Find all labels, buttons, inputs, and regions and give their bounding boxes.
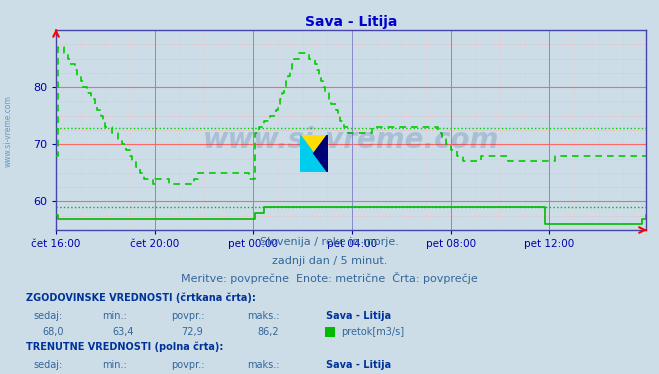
Text: Sava - Litija: Sava - Litija: [326, 311, 391, 321]
Text: min.:: min.:: [102, 311, 127, 321]
Text: povpr.:: povpr.:: [171, 311, 205, 321]
Text: maks.:: maks.:: [247, 311, 279, 321]
Text: ZGODOVINSKE VREDNOSTI (črtkana črta):: ZGODOVINSKE VREDNOSTI (črtkana črta):: [26, 292, 256, 303]
Text: Slovenija / reke in morje.: Slovenija / reke in morje.: [260, 237, 399, 247]
Text: 72,9: 72,9: [181, 327, 203, 337]
Text: zadnji dan / 5 minut.: zadnji dan / 5 minut.: [272, 256, 387, 266]
Text: 68,0: 68,0: [43, 327, 65, 337]
Text: Sava - Litija: Sava - Litija: [326, 360, 391, 370]
Text: 86,2: 86,2: [257, 327, 279, 337]
Text: 63,4: 63,4: [112, 327, 134, 337]
Text: sedaj:: sedaj:: [33, 360, 62, 370]
Text: pretok[m3/s]: pretok[m3/s]: [341, 327, 404, 337]
Text: TRENUTNE VREDNOSTI (polna črta):: TRENUTNE VREDNOSTI (polna črta):: [26, 341, 224, 352]
Text: www.si-vreme.com: www.si-vreme.com: [203, 126, 499, 154]
Text: min.:: min.:: [102, 360, 127, 370]
Polygon shape: [314, 135, 328, 172]
Text: sedaj:: sedaj:: [33, 311, 62, 321]
Text: maks.:: maks.:: [247, 360, 279, 370]
Text: Meritve: povprečne  Enote: metrične  Črta: povprečje: Meritve: povprečne Enote: metrične Črta:…: [181, 272, 478, 284]
Text: povpr.:: povpr.:: [171, 360, 205, 370]
Text: www.si-vreme.com: www.si-vreme.com: [3, 95, 13, 167]
Polygon shape: [300, 135, 328, 172]
Polygon shape: [300, 135, 328, 172]
Title: Sava - Litija: Sava - Litija: [304, 15, 397, 29]
